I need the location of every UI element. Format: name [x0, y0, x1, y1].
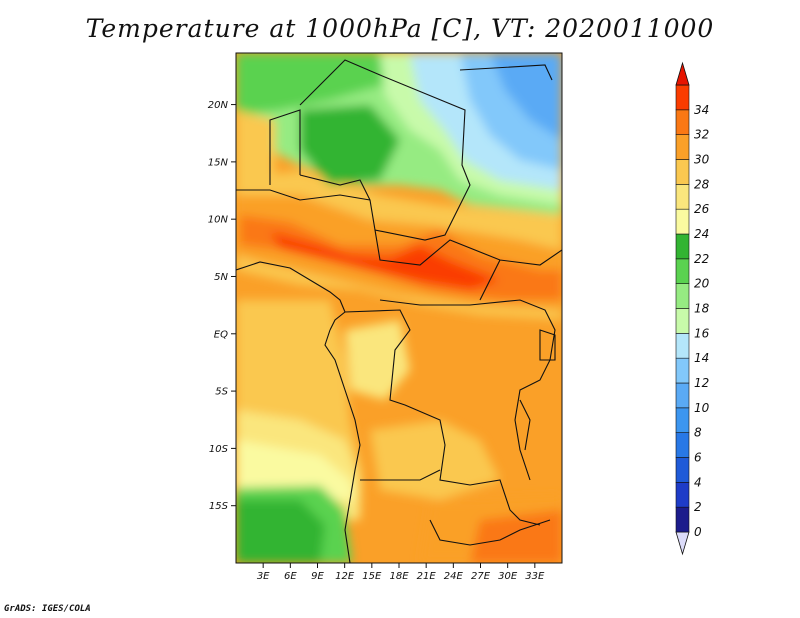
map-title: Temperature at 1000hPa [C], VT: 20200110…: [85, 14, 715, 43]
colorbar-swatch: [675, 457, 690, 483]
colorbar-swatch: [675, 208, 690, 235]
lon-tick-label: 12E: [335, 571, 355, 582]
colorbar-level-label: 18: [694, 302, 710, 316]
colorbar-swatch: [675, 333, 690, 359]
colorbar-level-label: 20: [694, 277, 710, 291]
lon-tick-label: 9E: [311, 571, 324, 582]
colorbar-level-label: 6: [694, 451, 702, 465]
field-zone-north-20: [236, 53, 400, 115]
credit-label: GrADS: IGES/COLA: [4, 604, 91, 614]
colorbar-level-label: 8: [694, 426, 702, 440]
colorbar-swatch: [675, 506, 690, 533]
lat-tick-label: 15S: [209, 501, 229, 512]
colorbar-swatch: [675, 407, 690, 433]
lon-tick-label: 21E: [417, 571, 437, 582]
colorbar-level-label: 34: [694, 103, 709, 117]
lat-tick-label: 5S: [215, 387, 228, 398]
colorbar-level-label: 12: [694, 376, 709, 390]
lon-tick-label: 15E: [362, 571, 382, 582]
colorbar-swatch: [675, 109, 690, 135]
field-zone-22: [236, 440, 355, 500]
colorbar-level-label: 14: [694, 351, 709, 365]
colorbar-swatch: [675, 308, 690, 334]
colorbar-swatch: [675, 382, 690, 409]
temperature-field: [236, 53, 562, 563]
colorbar-under-triangle: [675, 531, 690, 556]
colorbar-swatch: [675, 432, 690, 458]
colorbar-level-label: 24: [694, 227, 709, 241]
lon-axis: 3E 6E 9E 12E 15E 18E 21E 24E 27E 30E 33E: [257, 563, 545, 582]
lat-tick-label: 10N: [208, 215, 229, 226]
lat-axis: 20N 15N 10N 5N EQ 5S 10S 15S: [208, 100, 236, 512]
colorbar-over-triangle: [675, 61, 690, 86]
colorbar-level-label: 32: [694, 128, 709, 142]
lon-tick-label: 3E: [257, 571, 270, 582]
colorbar-level-label: 28: [694, 177, 710, 191]
field-zone-mali-28: [236, 110, 275, 190]
lon-tick-label: 33E: [525, 571, 545, 582]
colorbar-swatch: [675, 233, 690, 260]
colorbar-level-label: 26: [694, 202, 710, 216]
lon-tick-label: 6E: [284, 571, 297, 582]
colorbar-swatch: [675, 84, 690, 111]
lat-tick-label: 20N: [208, 100, 229, 111]
colorbar-swatch: [675, 283, 690, 309]
colorbar-swatch: [675, 258, 690, 284]
colorbar-swatch: [675, 357, 690, 384]
lon-tick-label: 18E: [389, 571, 409, 582]
colorbar-swatch: [675, 159, 690, 185]
field-zone-18-south: [236, 500, 325, 563]
colorbar-swatch: [675, 482, 690, 508]
colorbar-level-label: 10: [694, 401, 710, 415]
colorbar-swatch: [675, 134, 690, 160]
colorbar-swatch: [675, 184, 690, 210]
colorbar-level-label: 0: [694, 525, 702, 539]
country-borders: [236, 59, 562, 563]
lon-tick-label: 30E: [498, 571, 518, 582]
lon-tick-label: 27E: [471, 571, 491, 582]
lat-tick-label: 10S: [209, 444, 229, 455]
lat-tick-label: 5N: [214, 272, 228, 283]
field-zone-north-10: [490, 53, 562, 140]
colorbar-level-label: 30: [694, 153, 710, 167]
field-zone-central-24: [345, 320, 410, 400]
colorbar-level-label: 16: [694, 326, 710, 340]
lat-tick-label: EQ: [214, 329, 228, 340]
lat-tick-label: 15N: [208, 157, 229, 168]
colorbar-level-label: 22: [694, 252, 709, 266]
field-zone-chad-green: [300, 105, 400, 185]
colorbar-level-label: 2: [694, 500, 702, 514]
colorbar-level-label: 4: [694, 475, 702, 489]
lon-tick-label: 24E: [444, 571, 464, 582]
